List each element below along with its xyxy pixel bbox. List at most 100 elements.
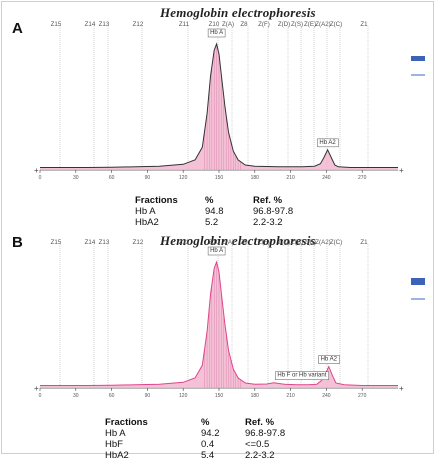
- x-tick-label: 150: [215, 393, 224, 399]
- fraction-name: Hb A: [105, 428, 126, 439]
- header-fractions: Fractions: [105, 417, 148, 428]
- zone-label: Z(D): [278, 239, 290, 246]
- zone-label: Z11: [179, 21, 190, 28]
- gel-band-hba2: [411, 298, 425, 300]
- fraction-name: Hb A: [135, 206, 156, 217]
- zone-label: Z(A2): [315, 21, 330, 28]
- zone-label: Z(A): [222, 239, 234, 246]
- zone-label: Z12: [133, 239, 144, 246]
- zone-label: Z(A): [222, 21, 234, 28]
- peak-label-box: [275, 371, 329, 380]
- zone-label: Z10: [209, 21, 220, 28]
- fraction-name: HbA2: [105, 450, 129, 461]
- zone-label: Z14: [85, 239, 96, 246]
- gel-strip-b: [411, 270, 425, 330]
- peak-label-text: Hb A2: [321, 357, 338, 363]
- peak-label: Hb A2: [317, 138, 339, 148]
- x-tick-label: 0: [39, 393, 42, 399]
- x-tick-label: 60: [109, 175, 115, 181]
- peak-label: Hb A: [207, 246, 226, 256]
- zone-label: Z1: [360, 21, 368, 28]
- zone-label: Z15: [51, 21, 62, 28]
- peak-label-text: Hb A: [210, 30, 223, 36]
- curve-line: [40, 42, 398, 168]
- fraction-percent: 94.8: [205, 206, 224, 217]
- zone-label: Z11: [179, 239, 190, 246]
- peak-label-box: [207, 28, 226, 38]
- axis-end-marker: +: [399, 384, 404, 393]
- header-percent: %: [201, 417, 210, 428]
- zone-label: Z14: [85, 21, 96, 28]
- fraction-ref: 96.8-97.8: [245, 428, 286, 439]
- header-percent: %: [205, 195, 214, 206]
- fraction-ref: 2.2-3.2: [253, 217, 283, 228]
- table-header: Fractions % Ref. %: [135, 195, 355, 206]
- x-tick-label: 120: [179, 175, 188, 181]
- x-tick-label: 0: [39, 175, 42, 181]
- peak-label-text: Hb A2: [319, 140, 336, 146]
- gel-strip-a: [411, 48, 425, 108]
- chart-title-b: Hemoglobin electrophoresis: [160, 233, 316, 248]
- panel-letter-b: B: [12, 234, 23, 251]
- gel-band-hba: [411, 278, 425, 285]
- zone-label: Z(S): [291, 239, 303, 246]
- x-tick-label: 60: [109, 393, 115, 399]
- header-ref: Ref. %: [245, 417, 275, 428]
- x-tick-label: 30: [73, 175, 79, 181]
- x-tick-label: 90: [145, 393, 151, 399]
- x-tick-label: 210: [286, 175, 295, 181]
- zone-label: Z(E): [304, 239, 316, 246]
- fraction-name: HbA2: [135, 217, 159, 228]
- table-header: Fractions % Ref. %: [105, 417, 335, 428]
- electropherogram-a: Z15 Z14 Z13 Z12 Z11 Z10 Z(A) Z8 Z(F) Z(D) Z(S) Z(E)…: [34, 21, 404, 181]
- table-row: HbA2 5.4 2.2-3.2: [105, 450, 335, 461]
- fraction-ref: 96.8-97.8: [253, 206, 294, 217]
- x-tick-label: 270: [358, 393, 367, 399]
- peak-label: Hb A2: [318, 355, 340, 364]
- x-tick-label: 30: [73, 393, 79, 399]
- peak-label-box: [318, 355, 340, 364]
- fraction-name: HbF: [105, 439, 123, 450]
- table-row: HbF 0.4 <=0.5: [105, 439, 335, 450]
- fraction-percent: 5.4: [201, 450, 215, 461]
- zone-label: Z1: [360, 239, 368, 246]
- table-row: Hb A 94.8 96.8-97.8: [135, 206, 355, 217]
- panel-letter-a: A: [12, 20, 23, 37]
- peak-label: Hb A: [207, 28, 226, 38]
- zone-label: Z9: [240, 239, 248, 246]
- x-tick-label: 120: [179, 393, 188, 399]
- x-tick-label: 180: [251, 393, 260, 399]
- zone-label: Z12: [133, 21, 144, 28]
- axis-start-marker: +: [34, 166, 39, 175]
- x-tick-label: 270: [358, 175, 367, 181]
- electropherogram-b: Z15 Z14 Z13 Z12 Z11 Z10 Z(A) Z9 Z(F) Z(D) Z(S) Z(E)…: [34, 239, 404, 399]
- gel-band-hba2: [411, 74, 425, 76]
- x-tick-label: 150: [215, 175, 224, 181]
- zone-label: Z10: [209, 239, 220, 246]
- fraction-percent: 5.2: [205, 217, 219, 228]
- figure-frame: [1, 1, 434, 454]
- fraction-ref: 2.2-3.2: [245, 450, 275, 461]
- peak-label: Hb F or Hb variant: [275, 371, 329, 380]
- x-tick-label: 90: [145, 175, 151, 181]
- header-ref: Ref. %: [253, 195, 283, 206]
- zone-label: Z(E): [304, 21, 316, 28]
- peak-label-text: Hb A: [210, 248, 223, 254]
- x-tick-label: 240: [322, 393, 331, 399]
- peak-label-box: [317, 138, 339, 148]
- table-row: HbA2 5.2 2.2-3.2: [135, 217, 355, 228]
- x-tick-label: 180: [251, 175, 260, 181]
- header-fractions: Fractions: [135, 195, 178, 206]
- table-row: Hb A 94.2 96.8-97.8: [105, 428, 335, 439]
- peak-label-box: [207, 246, 226, 256]
- zone-label: Z8: [240, 21, 248, 28]
- fraction-table-b: Fractions % Ref. % Hb A 94.2 96.8-97.8 H…: [105, 417, 335, 461]
- zone-label: Z(D): [278, 21, 290, 28]
- axis-end-marker: +: [399, 166, 404, 175]
- zone-label: Z(A2): [315, 239, 330, 246]
- zone-label: Z(C): [330, 21, 342, 28]
- fraction-table-a: Fractions % Ref. % Hb A 94.8 96.8-97.8 H…: [135, 195, 355, 228]
- zone-label: Z(C): [330, 239, 342, 246]
- chart-title-a: Hemoglobin electrophoresis: [160, 5, 316, 20]
- gel-band-hba: [411, 56, 425, 61]
